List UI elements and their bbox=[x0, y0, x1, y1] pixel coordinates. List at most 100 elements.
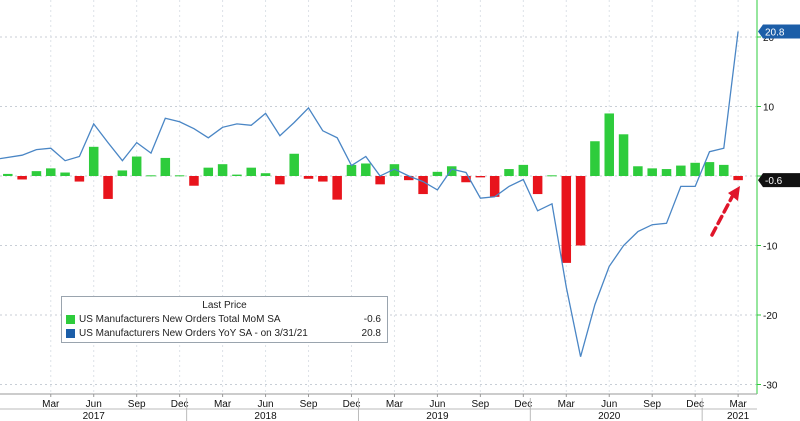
x-tick-label-2: Sep bbox=[128, 399, 146, 410]
x-tick-label-12: Mar bbox=[558, 399, 576, 410]
mom-bar-25 bbox=[361, 163, 371, 176]
legend-label-mom: US Manufacturers New Orders Total MoM SA bbox=[79, 314, 281, 325]
mom-bar-16 bbox=[232, 174, 242, 176]
mom-bar-34 bbox=[489, 176, 500, 197]
red-arrow-annotation bbox=[710, 186, 740, 237]
x-tick-label-16: Mar bbox=[730, 399, 748, 410]
mom-bar-46 bbox=[661, 169, 672, 176]
legend-title: Last Price bbox=[202, 300, 247, 311]
mom-bar-29 bbox=[418, 176, 428, 195]
year-label-3: 2020 bbox=[598, 411, 621, 421]
mom-bar-13 bbox=[189, 176, 199, 186]
year-label-2: 2019 bbox=[426, 411, 449, 421]
legend-value-yoy: 20.8 bbox=[361, 328, 381, 339]
y-tick-label-5: -30 bbox=[763, 381, 778, 392]
x-tick-label-8: Mar bbox=[386, 399, 404, 410]
x-tick-label-11: Dec bbox=[514, 399, 532, 410]
mom-bar-41 bbox=[590, 141, 600, 176]
last-value-tags: 20.8 -0.6 bbox=[758, 24, 800, 188]
mom-bar-8 bbox=[117, 170, 128, 176]
mom-bar-6 bbox=[88, 146, 99, 176]
year-label-1: 2018 bbox=[254, 411, 277, 421]
mom-bar-5 bbox=[74, 176, 85, 182]
mom-bar-47 bbox=[676, 165, 686, 176]
mom-bar-2 bbox=[31, 171, 42, 176]
mom-bar-21 bbox=[303, 176, 314, 179]
mom-bar-51 bbox=[733, 176, 743, 181]
year-label-0: 2017 bbox=[83, 411, 106, 421]
mom-bar-28 bbox=[404, 176, 414, 181]
mom-bar-12 bbox=[174, 175, 185, 177]
x-tick-label-5: Jun bbox=[257, 399, 273, 410]
mom-bar-7 bbox=[103, 176, 113, 199]
mom-bar-26 bbox=[375, 176, 385, 185]
mom-last-tag-label: -0.6 bbox=[765, 176, 783, 187]
year-label-4: 2021 bbox=[727, 411, 750, 421]
mom-bar-4 bbox=[60, 172, 70, 176]
x-tick-label-3: Dec bbox=[171, 399, 189, 410]
mom-bar-1 bbox=[17, 176, 27, 180]
legend-swatch-mom bbox=[66, 315, 75, 324]
mom-bar-14 bbox=[203, 167, 214, 176]
mom-bar-30 bbox=[432, 171, 443, 176]
mom-bar-38 bbox=[547, 175, 557, 177]
mom-bar-27 bbox=[389, 164, 400, 176]
mom-bar-11 bbox=[160, 157, 171, 176]
x-tick-label-7: Dec bbox=[343, 399, 361, 410]
x-tick-label-14: Sep bbox=[643, 399, 661, 410]
mom-bar-22 bbox=[318, 176, 328, 182]
mom-bar-31 bbox=[446, 166, 457, 176]
mom-bar-43 bbox=[618, 134, 629, 176]
legend-label-yoy: US Manufacturers New Orders YoY SA - on … bbox=[79, 328, 308, 339]
mom-bar-45 bbox=[647, 168, 657, 176]
x-tick-label-1: Jun bbox=[86, 399, 102, 410]
mom-bar-39 bbox=[561, 176, 572, 263]
mom-bar-33 bbox=[475, 176, 486, 178]
mom-bar-24 bbox=[346, 164, 357, 176]
mom-bar-37 bbox=[532, 176, 543, 195]
yoy-last-tag-label: 20.8 bbox=[765, 27, 785, 38]
mom-bars bbox=[3, 113, 743, 263]
x-tick-label-15: Dec bbox=[686, 399, 704, 410]
mom-bar-50 bbox=[719, 164, 729, 176]
y-tick-label-3: -10 bbox=[763, 242, 778, 253]
x-axis: Mar Jun Sep Dec Mar Jun Sep Dec Mar Jun Sep Dec Mar J… bbox=[0, 393, 757, 421]
yoy-line bbox=[0, 31, 739, 357]
mom-bar-32 bbox=[461, 176, 471, 183]
mom-bar-48 bbox=[690, 162, 700, 176]
mom-last-tag-bg bbox=[758, 173, 800, 188]
mom-bar-49 bbox=[704, 162, 715, 176]
mom-bar-19 bbox=[275, 176, 285, 185]
arrow-head bbox=[728, 186, 740, 201]
mom-bar-20 bbox=[289, 153, 299, 176]
y-tick-label-0: 20 bbox=[763, 33, 775, 44]
mom-bar-9 bbox=[131, 156, 142, 176]
legend: Last Price US Manufacturers New Orders T… bbox=[61, 296, 388, 343]
legend-value-mom: -0.6 bbox=[363, 314, 381, 325]
mom-bar-40 bbox=[575, 176, 586, 246]
mom-bar-44 bbox=[633, 166, 643, 176]
mom-bar-42 bbox=[604, 113, 614, 176]
legend-row-yoy: US Manufacturers New Orders YoY SA - on … bbox=[66, 327, 381, 340]
x-tick-label-6: Sep bbox=[300, 399, 318, 410]
x-tick-label-13: Jun bbox=[601, 399, 617, 410]
x-tick-label-4: Mar bbox=[214, 399, 232, 410]
legend-row-mom: US Manufacturers New Orders Total MoM SA… bbox=[66, 313, 381, 326]
mom-bar-17 bbox=[246, 167, 256, 176]
mom-bar-23 bbox=[332, 176, 342, 200]
y-tick-label-4: -20 bbox=[763, 311, 778, 322]
x-tick-label-10: Sep bbox=[471, 399, 489, 410]
arrow-shaft bbox=[710, 195, 734, 237]
mom-bar-36 bbox=[518, 164, 529, 176]
y-axis: 20 10 -10 -20 -30 bbox=[756, 0, 778, 394]
mom-bar-18 bbox=[260, 173, 271, 176]
mom-bar-3 bbox=[46, 168, 56, 176]
y-tick-label-1: 10 bbox=[763, 103, 775, 114]
x-tick-label-0: Mar bbox=[42, 399, 60, 410]
legend-swatch-yoy bbox=[66, 329, 75, 338]
mom-bar-35 bbox=[504, 169, 514, 176]
mom-bar-10 bbox=[146, 175, 156, 177]
x-tick-label-9: Jun bbox=[429, 399, 445, 410]
mom-bar-0 bbox=[3, 173, 13, 176]
